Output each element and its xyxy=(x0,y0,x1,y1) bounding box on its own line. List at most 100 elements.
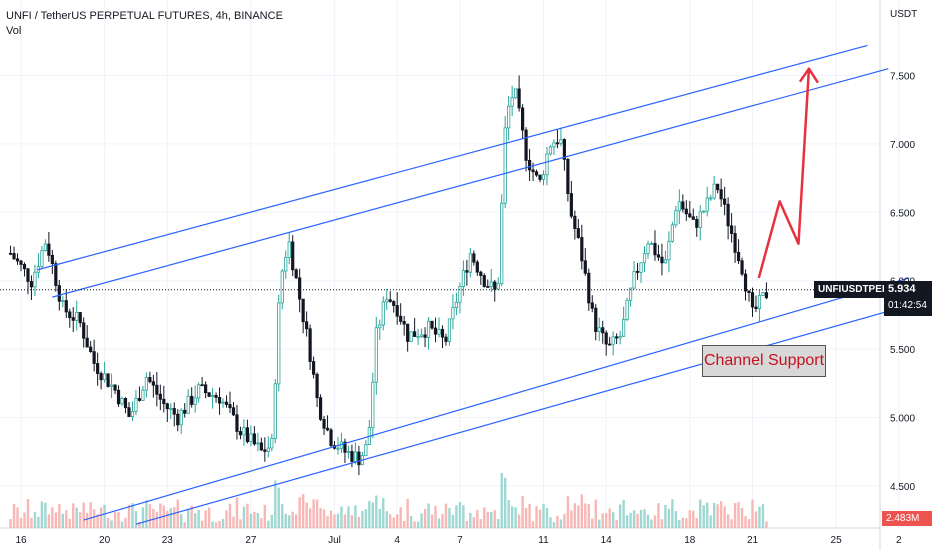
volume-bar xyxy=(47,514,51,528)
candle-body xyxy=(308,328,312,362)
volume-bar xyxy=(68,518,71,528)
channel-line-lower-outer[interactable] xyxy=(135,304,910,525)
candle-body xyxy=(527,160,532,171)
candle-body xyxy=(736,251,741,262)
candle-body xyxy=(381,301,385,326)
volume-bar xyxy=(531,521,535,528)
candle-body xyxy=(301,298,305,323)
candle-body xyxy=(190,395,194,405)
candle-body xyxy=(57,285,61,302)
volume-bar xyxy=(688,510,691,528)
volume-bar xyxy=(145,500,148,528)
time-tick-label: 25 xyxy=(831,535,843,546)
volume-bar xyxy=(706,502,709,528)
candle-body xyxy=(503,127,507,204)
channel-line-upper-outer[interactable] xyxy=(37,44,868,271)
volume-indicator-label[interactable]: Vol xyxy=(6,25,22,37)
price-tick-label: 5.000 xyxy=(890,414,915,425)
price-tick-label: 4.500 xyxy=(890,482,915,493)
volume-bar xyxy=(625,515,629,528)
volume-bar xyxy=(385,511,388,528)
volume-bar xyxy=(357,517,361,528)
channel-support-note[interactable]: Channel Support xyxy=(702,345,826,377)
volume-bar xyxy=(148,504,152,528)
volume-bar xyxy=(347,506,350,528)
candle-body xyxy=(656,254,661,258)
candle-body xyxy=(311,361,316,375)
volume-bar xyxy=(685,518,688,528)
candle-body xyxy=(761,292,765,296)
candle-body xyxy=(730,225,734,234)
candle-body xyxy=(604,332,608,345)
candle-body xyxy=(468,253,472,273)
candle-body xyxy=(702,210,706,213)
volume-bar xyxy=(173,507,176,528)
volume-bar xyxy=(657,503,660,528)
time-axis[interactable]: 16 20 23 27 Jul 4 7 11 14 18 21 25 2 xyxy=(15,535,902,546)
volume-bar xyxy=(601,513,604,528)
time-tick-label: 21 xyxy=(747,535,759,546)
candle-body xyxy=(681,201,685,210)
last-price-badge: UNFIUSDTPERP 5.934 01:42:54 xyxy=(814,281,932,316)
candle-body xyxy=(472,253,476,263)
volume-bar xyxy=(246,503,249,528)
candle-body xyxy=(649,242,654,245)
channel-line-upper-inner[interactable] xyxy=(52,68,889,298)
volume-bar xyxy=(12,504,16,528)
candle-body xyxy=(388,299,392,302)
grid xyxy=(0,0,900,550)
volume-bar xyxy=(159,503,162,528)
candle-body xyxy=(426,320,431,338)
volume-bar xyxy=(535,506,538,528)
volume-bar xyxy=(702,505,705,528)
volume-bar xyxy=(639,509,643,528)
volume-bar xyxy=(719,501,723,528)
candle-body xyxy=(103,373,107,381)
candle-body xyxy=(740,260,744,275)
candle-body xyxy=(221,401,225,404)
symbol-title[interactable]: UNFI / TetherUS PERPETUAL FUTURES, 4h, B… xyxy=(6,10,283,22)
volume-bar xyxy=(368,500,371,528)
candle-body xyxy=(378,324,382,329)
candle-body xyxy=(193,397,197,405)
candle-body xyxy=(12,253,16,260)
candle-body xyxy=(200,384,204,387)
volume-bar xyxy=(200,520,204,528)
candle-body xyxy=(510,97,514,107)
volume-bar xyxy=(26,499,30,528)
candle-body xyxy=(628,287,633,301)
volume-bar xyxy=(127,504,131,528)
volume-bar xyxy=(552,522,556,528)
volume-bar xyxy=(218,520,221,528)
candle-body xyxy=(92,351,96,364)
candle-body xyxy=(447,318,452,342)
candle-body xyxy=(33,271,37,288)
volume-bar xyxy=(594,499,597,528)
candle-body xyxy=(183,409,187,414)
volume-bar xyxy=(577,505,580,528)
candle-body xyxy=(204,384,208,394)
volume-bar xyxy=(263,504,267,528)
volume-bar xyxy=(615,520,618,528)
candle-body xyxy=(632,270,636,289)
candle-body xyxy=(291,241,295,271)
volume-bar xyxy=(406,499,409,528)
volume-bar xyxy=(371,502,375,528)
candle-body xyxy=(639,262,643,273)
candle-body xyxy=(493,281,497,290)
candle-body xyxy=(85,337,89,348)
volume-bar xyxy=(559,519,563,528)
channel-line-lower-inner[interactable] xyxy=(83,277,910,521)
candle-body xyxy=(298,277,302,300)
candle-body xyxy=(371,381,375,428)
volume-bar xyxy=(451,514,455,528)
candle-body xyxy=(433,327,438,335)
volume-bar xyxy=(340,506,343,528)
candle-body xyxy=(590,302,594,309)
volume-bar xyxy=(89,502,92,528)
volume-bar xyxy=(674,511,678,528)
volume-bar xyxy=(75,507,78,528)
candle-body xyxy=(259,442,263,451)
candle-body xyxy=(608,343,612,346)
